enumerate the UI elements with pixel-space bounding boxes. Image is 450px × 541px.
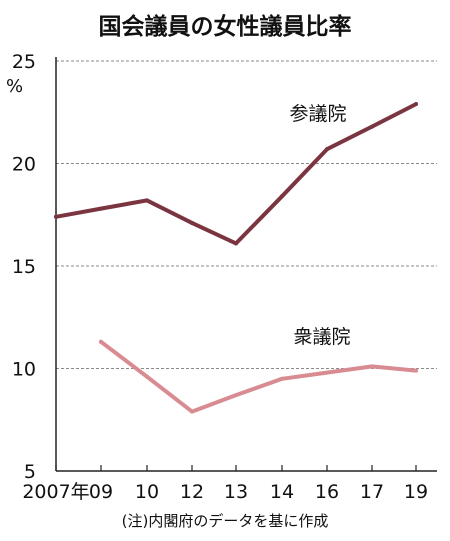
y-tick-label: 25 — [12, 51, 36, 73]
data-point — [325, 147, 329, 152]
data-point — [414, 368, 418, 373]
x-tick-label: 09 — [89, 481, 113, 503]
data-point — [234, 241, 238, 246]
y-unit-label: % — [6, 76, 23, 97]
source-note: (注)内閣府のデータを基に作成 — [122, 512, 329, 530]
data-point — [325, 370, 329, 375]
series-line — [54, 102, 418, 246]
axis-layer: 5 10 15 20 25 2007年 09 10 12 13 14 16 17 19 — [12, 51, 437, 503]
series-label: 参議院 — [289, 103, 346, 125]
data-point — [414, 102, 418, 107]
x-tick-label: 16 — [315, 481, 339, 503]
x-tick-label: 2007年 — [22, 481, 89, 503]
series-label: 衆議院 — [293, 326, 350, 348]
x-tick-label: 12 — [180, 481, 204, 503]
data-point — [370, 364, 374, 369]
y-tick-label: 15 — [12, 256, 36, 278]
data-point — [145, 198, 149, 203]
x-tick-label: 14 — [270, 481, 294, 503]
x-tick-label: 10 — [135, 481, 159, 503]
data-point — [99, 206, 103, 211]
y-tick-label: 5 — [24, 461, 36, 483]
data-point — [99, 339, 103, 344]
data-point — [280, 376, 284, 381]
x-tick-label: 17 — [360, 481, 384, 503]
data-point — [190, 409, 194, 414]
y-tick-label: 10 — [12, 359, 36, 381]
y-tick-label: 20 — [12, 154, 36, 176]
chart-title: 国会議員の女性議員比率 — [99, 13, 352, 40]
x-tick-label: 13 — [224, 481, 248, 503]
data-point — [370, 124, 374, 129]
series-line — [99, 339, 418, 414]
data-point — [234, 393, 238, 398]
grid-layer — [56, 60, 437, 369]
data-point — [54, 214, 58, 219]
series-layer — [54, 102, 418, 414]
data-point — [280, 194, 284, 199]
data-point — [190, 220, 194, 225]
data-point — [145, 374, 149, 379]
x-tick-label: 19 — [404, 481, 428, 503]
